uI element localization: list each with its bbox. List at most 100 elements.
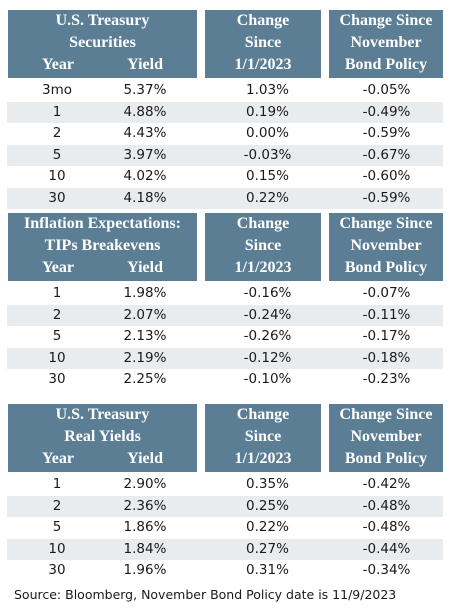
cell-change-since: 0.27% [246, 540, 289, 557]
cell-yield: 1.98% [123, 285, 167, 301]
cell-change-since: -0.12% [243, 349, 292, 366]
cell-change-since: -0.16% [243, 285, 292, 301]
cell-year: 30 [48, 562, 66, 579]
cell-bond-policy-change: -0.59% [362, 125, 411, 142]
cell-yield: 5.37% [123, 82, 167, 98]
section-title-header: Inflation Expectations: TIPs Breakevens Ye… [8, 213, 197, 281]
section-title-line: Real Yields [64, 428, 141, 445]
cell-change-since: 0.31% [246, 562, 289, 579]
table-row: 30 4.18% 0.22% -0.59% [7, 188, 443, 209]
cell-bond-policy-change: -0.05% [362, 82, 411, 98]
bond-policy-line: Change Since [339, 406, 433, 423]
cell-change-since: 1.03% [246, 82, 289, 98]
column-header-year: Year [42, 450, 74, 467]
column-header-yield: Yield [127, 56, 163, 73]
section-title-line: Securities [69, 34, 136, 51]
cell-yield: 4.02% [123, 168, 167, 185]
table-row: 3mo 5.37% 1.03% -0.05% [7, 80, 443, 101]
cell-yield: 2.25% [123, 371, 167, 388]
cell-year: 30 [48, 190, 66, 206]
cell-bond-policy-change: -0.42% [362, 476, 411, 492]
cell-bond-policy-change: -0.48% [362, 519, 411, 536]
change-since-line: 1/1/2023 [234, 56, 292, 73]
cell-change-since: 0.22% [246, 190, 289, 206]
cell-bond-policy-change: -0.60% [362, 168, 411, 185]
cell-change-since: -0.10% [243, 371, 292, 388]
cell-year: 3mo [42, 82, 72, 98]
cell-year: 10 [48, 349, 66, 366]
cell-bond-policy-change: -0.11% [362, 306, 411, 323]
cell-yield: 1.96% [123, 562, 167, 579]
change-since-line: 1/1/2023 [234, 259, 292, 276]
cell-year: 2 [52, 497, 62, 514]
cell-bond-policy-change: -0.34% [362, 562, 411, 579]
cell-yield: 2.19% [123, 349, 167, 366]
section-title-header: U.S. Treasury Real Yields Year Yield [8, 404, 197, 472]
change-since-line: Change [236, 215, 290, 232]
table-row: 5 3.97% -0.03% -0.67% [7, 144, 443, 166]
cell-year: 10 [48, 168, 66, 185]
table-section: U.S. Treasury Securities Year Yield Change Si… [0, 10, 450, 212]
column-header-bond-policy: Change Since November Bond Policy [329, 404, 443, 472]
change-since-line: Since [244, 428, 282, 445]
bond-policy-line: Bond Policy [344, 450, 428, 467]
cell-bond-policy-change: -0.44% [362, 540, 411, 557]
cell-year: 1 [52, 476, 62, 492]
section-title-line: TIPs Breakevens [44, 237, 161, 254]
change-since-line: Change [236, 12, 290, 29]
bond-policy-line: November [350, 237, 422, 254]
column-header-change-since: Change Since 1/1/2023 [205, 10, 321, 78]
column-header-year: Year [42, 56, 74, 73]
cell-bond-policy-change: -0.23% [362, 371, 411, 388]
table-row: 30 1.96% 0.31% -0.34% [7, 560, 443, 581]
cell-yield: 2.07% [123, 306, 167, 323]
cell-change-since: -0.24% [243, 306, 292, 323]
change-since-line: Since [244, 34, 282, 51]
cell-yield: 3.97% [123, 146, 167, 163]
cell-yield: 4.88% [123, 103, 167, 120]
change-since-line: 1/1/2023 [234, 450, 292, 467]
bond-policy-line: Change Since [339, 215, 433, 232]
table-row: 30 2.25% -0.10% -0.23% [7, 369, 443, 390]
cell-change-since: 0.15% [246, 168, 289, 185]
cell-bond-policy-change: -0.67% [362, 146, 411, 163]
bond-policy-line: Bond Policy [344, 259, 428, 276]
cell-bond-policy-change: -0.17% [362, 328, 411, 345]
cell-bond-policy-change: -0.49% [362, 103, 411, 120]
cell-yield: 4.18% [123, 190, 167, 206]
cell-yield: 1.84% [123, 540, 167, 557]
table-row: 1 1.98% -0.16% -0.07% [7, 283, 443, 304]
table-row: 2 2.07% -0.24% -0.11% [7, 304, 443, 326]
table-row: 1 4.88% 0.19% -0.49% [7, 101, 443, 123]
table-row: 2 2.36% 0.25% -0.48% [7, 495, 443, 517]
cell-year: 5 [52, 146, 62, 163]
cell-change-since: 0.35% [246, 476, 289, 492]
bond-policy-line: November [350, 428, 422, 445]
column-header-bond-policy: Change Since November Bond Policy [329, 10, 443, 78]
section-title-line: U.S. Treasury [55, 406, 150, 423]
change-since-line: Change [236, 406, 290, 423]
bond-policy-line: Change Since [339, 12, 433, 29]
cell-change-since: 0.25% [246, 497, 289, 514]
table-row: 10 2.19% -0.12% -0.18% [7, 347, 443, 369]
cell-change-since: 0.00% [246, 125, 289, 142]
cell-yield: 4.43% [123, 125, 167, 142]
table-row: 10 1.84% 0.27% -0.44% [7, 538, 443, 560]
cell-yield: 2.13% [123, 328, 167, 345]
cell-year: 1 [52, 285, 62, 301]
cell-change-since: -0.26% [243, 328, 292, 345]
change-since-line: Since [244, 237, 282, 254]
cell-year: 2 [52, 306, 62, 323]
column-header-bond-policy: Change Since November Bond Policy [329, 213, 443, 281]
cell-bond-policy-change: -0.07% [362, 285, 411, 301]
section-title-line: Inflation Expectations: [24, 215, 181, 232]
table-row: 5 2.13% -0.26% -0.17% [7, 326, 443, 347]
table-row: 5 1.86% 0.22% -0.48% [7, 517, 443, 538]
cell-bond-policy-change: -0.48% [362, 497, 411, 514]
column-header-change-since: Change Since 1/1/2023 [205, 404, 321, 472]
bond-policy-line: November [350, 34, 422, 51]
column-header-yield: Yield [127, 259, 163, 276]
cell-change-since: 0.19% [246, 103, 289, 120]
bond-policy-line: Bond Policy [344, 56, 428, 73]
cell-year: 5 [52, 328, 62, 345]
